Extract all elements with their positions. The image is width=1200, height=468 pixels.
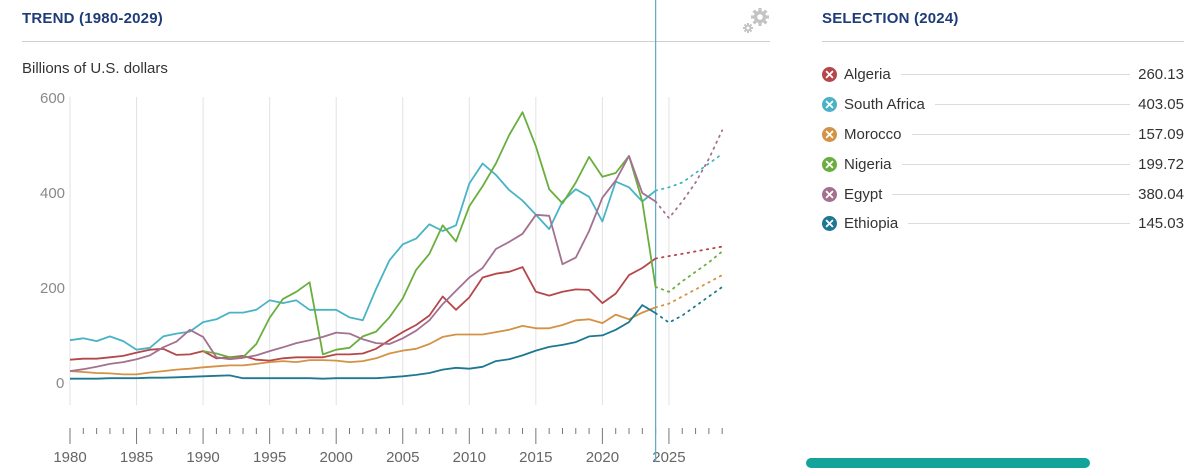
legend-item-algeria[interactable]: Algeria 260.13 <box>822 60 1184 90</box>
selection-legend: Algeria 260.13 South Africa 403.05 Morocco 15… <box>822 60 1184 239</box>
bottom-action-button[interactable] <box>806 458 1090 468</box>
legend-leader-line <box>911 133 1131 135</box>
remove-x-icon[interactable] <box>822 156 837 172</box>
legend-value: 380.04 <box>1138 185 1184 203</box>
series-line-nigeria[interactable] <box>202 111 657 359</box>
selection-divider <box>822 41 1184 42</box>
remove-x-icon[interactable] <box>822 97 837 113</box>
y-tick-label: 400 <box>40 185 65 202</box>
projection-line-morocco <box>654 274 724 309</box>
x-tick-label: 1985 <box>120 449 153 462</box>
remove-x-icon[interactable] <box>822 67 837 83</box>
projection-line-algeria <box>654 245 724 260</box>
projection-line-ethiopia <box>654 286 724 324</box>
series-line-ethiopia[interactable] <box>70 304 657 380</box>
legend-leader-line <box>892 193 1131 195</box>
x-tick-label: 2005 <box>386 449 419 462</box>
trend-divider <box>22 41 770 42</box>
projection-line-south-africa <box>654 153 724 192</box>
legend-value: 260.13 <box>1138 66 1184 84</box>
y-tick-label: 600 <box>40 90 65 107</box>
legend-item-ethiopia[interactable]: Ethiopia 145.03 <box>822 209 1184 239</box>
x-tick-label: 2020 <box>586 449 619 462</box>
projection-line-nigeria <box>654 250 724 293</box>
series-line-south-africa[interactable] <box>69 162 657 351</box>
projection-line-egypt <box>654 129 724 220</box>
legend-country-name: Morocco <box>844 125 902 143</box>
series-line-egypt[interactable] <box>69 154 657 372</box>
x-tick-label: 1990 <box>186 449 219 462</box>
series-line-algeria[interactable] <box>69 257 657 362</box>
legend-item-egypt[interactable]: Egypt 380.04 <box>822 179 1184 209</box>
legend-country-name: Ethiopia <box>844 215 899 233</box>
x-tick-label: 2025 <box>652 449 685 462</box>
remove-x-icon[interactable] <box>822 216 837 232</box>
y-tick-label: 200 <box>40 280 65 297</box>
x-tick-label: 1980 <box>53 449 86 462</box>
legend-value: 157.09 <box>1138 125 1184 143</box>
trend-line-chart[interactable]: 0 200 400 600 1980 1985 1990 1995 2000 2005 2010 20… <box>0 0 800 462</box>
legend-item-south-africa[interactable]: South Africa 403.05 <box>822 90 1184 120</box>
selection-panel-title: SELECTION (2024) <box>822 10 959 27</box>
y-tick-label: 0 <box>56 375 64 392</box>
legend-leader-line <box>908 223 1131 225</box>
gears-icon[interactable] <box>740 4 772 36</box>
legend-value: 403.05 <box>1138 96 1184 114</box>
legend-item-nigeria[interactable]: Nigeria 199.72 <box>822 149 1184 179</box>
legend-item-morocco[interactable]: Morocco 157.09 <box>822 120 1184 150</box>
series-line-morocco[interactable] <box>69 306 656 376</box>
y-axis-unit-label: Billions of U.S. dollars <box>22 60 168 77</box>
x-tick-label: 2000 <box>320 449 353 462</box>
x-tick-label: 2010 <box>453 449 486 462</box>
trend-panel-title: TREND (1980-2029) <box>22 10 163 27</box>
legend-country-name: Egypt <box>844 185 883 203</box>
legend-leader-line <box>901 163 1131 165</box>
x-tick-label: 2015 <box>519 449 552 462</box>
remove-x-icon[interactable] <box>822 126 837 142</box>
legend-country-name: Nigeria <box>844 155 892 173</box>
legend-country-name: Algeria <box>844 66 891 84</box>
legend-value: 199.72 <box>1138 155 1184 173</box>
legend-country-name: South Africa <box>844 96 925 114</box>
legend-leader-line <box>900 74 1131 76</box>
legend-leader-line <box>934 104 1131 106</box>
remove-x-icon[interactable] <box>822 186 837 202</box>
legend-value: 145.03 <box>1138 215 1184 233</box>
x-tick-label: 1995 <box>253 449 286 462</box>
